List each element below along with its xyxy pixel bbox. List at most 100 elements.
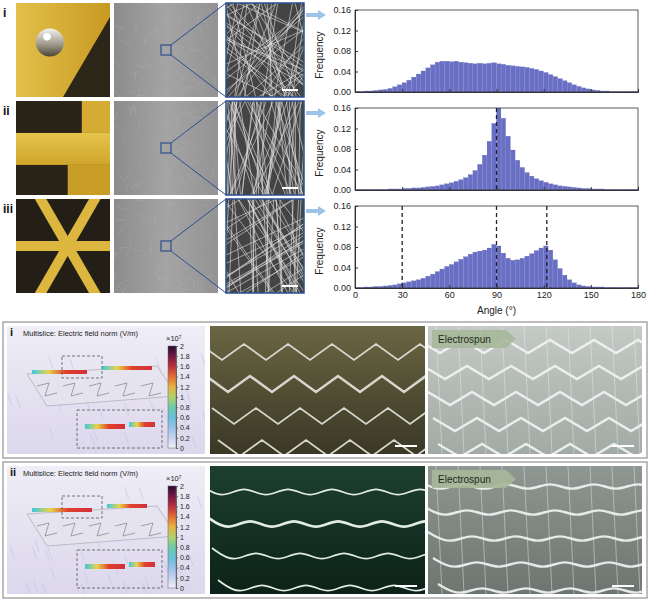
fiber-mesh-line: [634, 326, 640, 454]
fiber: [226, 101, 303, 195]
tick: [544, 187, 545, 190]
fiber-mesh-line: [524, 466, 530, 594]
droplet: [36, 28, 64, 56]
device-photo: [210, 326, 425, 454]
histogram-bar: [586, 89, 590, 92]
sem-texture: [120, 246, 130, 248]
row-label: ii: [3, 104, 10, 118]
tick-mark: [355, 129, 358, 130]
row-label: i: [3, 6, 6, 20]
photo-dark-region: [63, 17, 110, 97]
sem-texture: [167, 167, 170, 176]
tick-label: 0.08: [333, 242, 351, 252]
tick-label: 0.16: [333, 5, 351, 15]
tick-label: 120: [537, 290, 552, 300]
tick: 0.04: [333, 165, 358, 175]
field-line: [81, 584, 85, 594]
sem-texture: [126, 215, 133, 222]
sem-texture: [168, 19, 171, 29]
sem-texture: [180, 17, 181, 27]
tick-label: 1.4: [180, 513, 190, 520]
colorbar: [168, 346, 176, 448]
fiber-mesh-line: [433, 558, 642, 571]
sem-texture: [191, 145, 199, 151]
electrode-outline: [89, 523, 109, 536]
tick-mark: [176, 438, 178, 439]
electrode-pattern: [210, 344, 425, 360]
fiber: [270, 3, 304, 97]
fiber: [253, 199, 254, 293]
figure: iiiiii0.000.040.080.120.16Frequency0.000…: [0, 0, 650, 603]
sem-texture: [204, 191, 210, 195]
scale-bar: [612, 445, 634, 447]
tick-mark: [355, 206, 358, 207]
fiber: [226, 3, 304, 97]
histogram-bar: [497, 246, 501, 288]
histogram-bar: [473, 171, 477, 190]
sem-texture: [167, 202, 176, 205]
panel-label: i: [10, 326, 13, 338]
field-line: [108, 574, 112, 586]
histogram-bar: [388, 88, 392, 92]
electrode-pattern: [210, 484, 425, 500]
histogram-bar: [468, 63, 472, 92]
tick: 0.12: [333, 26, 358, 36]
tick: 0.08: [333, 46, 358, 56]
fiber-mesh-line: [634, 466, 640, 594]
tick-mark: [402, 187, 403, 190]
fiber: [226, 3, 304, 97]
sem-texture: [127, 107, 137, 109]
fiber-mesh-line: [428, 532, 642, 545]
zoom-connector: [171, 101, 226, 143]
tick-mark: [449, 187, 450, 190]
sem-texture: [212, 48, 218, 54]
field-line: [43, 584, 47, 594]
sem-texture: [166, 16, 176, 18]
photo: [16, 3, 110, 97]
sem-texture: [140, 40, 148, 46]
tick-mark: [591, 89, 592, 92]
histogram-bar: [530, 68, 534, 92]
fiber: [226, 3, 304, 97]
sem-texture: [149, 17, 155, 25]
sem-texture: [174, 287, 184, 289]
histogram-bar: [492, 63, 496, 92]
zoom-image: [226, 101, 304, 195]
axis-line: [356, 89, 639, 93]
sem-texture: [211, 168, 214, 177]
histogram-bar: [393, 87, 397, 92]
pointer-arrow: [306, 206, 326, 216]
axis-line: [356, 11, 359, 93]
histogram-bar: [497, 108, 501, 190]
tick-mark: [176, 578, 178, 579]
histogram-bar: [539, 181, 543, 190]
sem-texture: [173, 67, 180, 74]
tick-label: 0.8: [180, 404, 190, 411]
fiber: [228, 101, 268, 195]
histogram-bar: [449, 183, 453, 190]
histogram-bar: [506, 65, 510, 92]
sem-texture: [189, 43, 197, 49]
inset-marker: [62, 356, 102, 378]
zoom-connector: [171, 55, 226, 97]
sem-texture: [206, 56, 210, 65]
fiber: [226, 3, 304, 97]
sem-texture: [135, 64, 144, 68]
electrode-pattern: [212, 548, 425, 564]
sem-texture: [200, 105, 207, 112]
histogram-bar: [435, 62, 439, 92]
tick-mark: [355, 31, 358, 32]
histogram-bar: [501, 64, 505, 92]
sem-texture: [122, 41, 131, 46]
histogram-bar: [539, 248, 543, 288]
electrospun-photo: [428, 326, 642, 454]
fiber: [226, 3, 304, 97]
sem-texture: [173, 116, 181, 122]
tick-mark: [449, 89, 450, 92]
sem-texture: [192, 288, 199, 293]
sem-texture: [163, 72, 172, 76]
histogram-bar: [397, 284, 401, 288]
colorbar-label: ×10⁷: [166, 334, 182, 343]
sem-texture: [175, 122, 178, 132]
sem-texture: [148, 186, 156, 192]
